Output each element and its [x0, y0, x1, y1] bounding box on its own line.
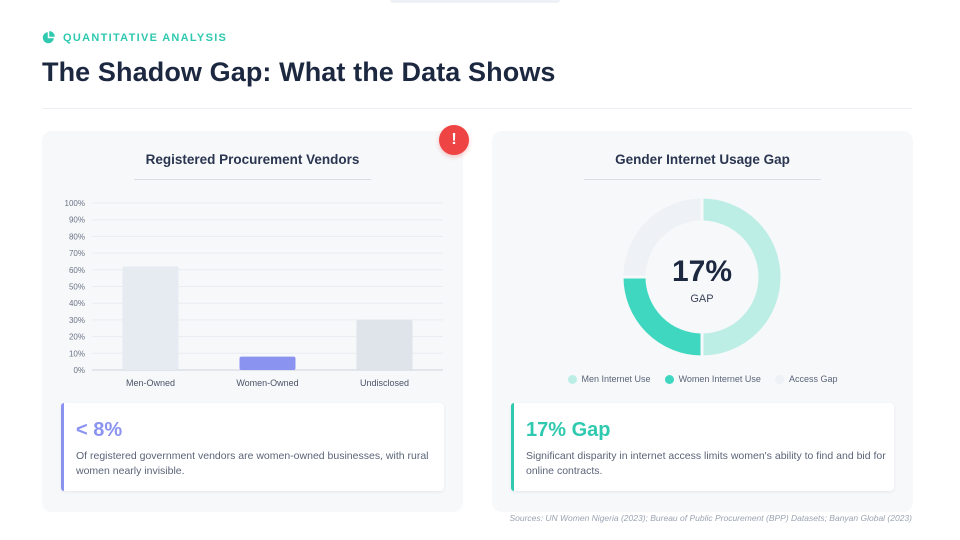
x-tick-label: Undisclosed — [360, 378, 409, 388]
alert-icon: ! — [439, 125, 469, 155]
eyebrow: QUANTITATIVE ANALYSIS — [42, 31, 227, 44]
vendors-stat-value: < 8% — [76, 419, 123, 441]
vendors-stat-description: Of registered government vendors are wom… — [76, 450, 429, 477]
legend-item-men: Men Internet Use — [567, 374, 651, 384]
vendors-title-underline — [134, 179, 371, 180]
internet-chart-title: Gender Internet Usage Gap — [615, 152, 790, 167]
eyebrow-label: QUANTITATIVE ANALYSIS — [63, 31, 228, 44]
internet-gap-card: Gender Internet Usage Gap 17% GAP Men Int… — [492, 131, 913, 512]
y-tick-label: 80% — [69, 232, 85, 241]
legend-label-men: Men Internet Use — [581, 374, 651, 384]
vendors-chart-title: Registered Procurement Vendors — [145, 152, 360, 167]
title-divider — [42, 108, 912, 109]
bar-men-owned — [122, 266, 179, 370]
donut-slice-women-internet-use — [620, 275, 704, 359]
page-title: The Shadow Gap: What the Data Shows — [42, 57, 556, 87]
donut-center-label: GAP — [690, 293, 713, 305]
legend-item-women: Women Internet Use — [664, 374, 761, 384]
internet-stat-value: 17% Gap — [526, 419, 611, 441]
y-tick-label: 30% — [69, 316, 85, 325]
y-tick-label: 40% — [69, 299, 85, 308]
x-tick-label: Women-Owned — [236, 378, 298, 388]
donut-center-value: 17% — [672, 255, 732, 288]
top-notch — [390, 0, 560, 3]
vendors-stat-box: < 8% Of registered government vendors ar… — [61, 403, 444, 491]
y-tick-label: 100% — [65, 199, 85, 208]
y-tick-label: 70% — [69, 249, 85, 258]
x-tick-label: Men-Owned — [126, 378, 175, 388]
legend-swatch-women — [664, 374, 674, 384]
sources-note: Sources: UN Women Nigeria (2023); Bureau… — [509, 513, 912, 523]
bar-women-owned — [239, 356, 296, 370]
stat-accent-bar — [511, 403, 514, 491]
legend-item-gap: Access Gap — [774, 374, 838, 384]
vendors-bar-chart: 0% 10% 20% 30% 40% 50% 60% 70% 80% 90% 100% Men-Own… — [65, 199, 443, 388]
vendors-card: Registered Procurement Vendors 0% 10% 20% 3… — [42, 131, 463, 512]
y-tick-label: 50% — [69, 283, 85, 292]
y-tick-label: 20% — [69, 333, 85, 342]
internet-stat-description: Significant disparity in internet access… — [526, 450, 886, 477]
stat-accent-bar — [61, 403, 64, 491]
internet-title-underline — [584, 179, 821, 180]
legend-swatch-men — [567, 374, 577, 384]
donut-slice-access-gap — [620, 195, 704, 279]
donut-slice-men-internet-use — [700, 195, 784, 359]
legend-swatch-gap — [774, 374, 784, 384]
y-tick-label: 0% — [73, 366, 85, 375]
pie-chart-icon — [42, 31, 55, 44]
y-tick-label: 90% — [69, 216, 85, 225]
internet-stat-box: 17% Gap Significant disparity in interne… — [511, 403, 894, 491]
legend-label-gap: Access Gap — [788, 374, 838, 384]
donut-legend: Men Internet Use Women Internet Use Acce… — [492, 374, 913, 384]
y-tick-label: 10% — [69, 349, 85, 358]
bar-undisclosed — [356, 319, 413, 370]
legend-label-women: Women Internet Use — [678, 374, 761, 384]
internet-donut-chart: 17% GAP — [620, 195, 784, 359]
y-tick-label: 60% — [69, 266, 85, 275]
